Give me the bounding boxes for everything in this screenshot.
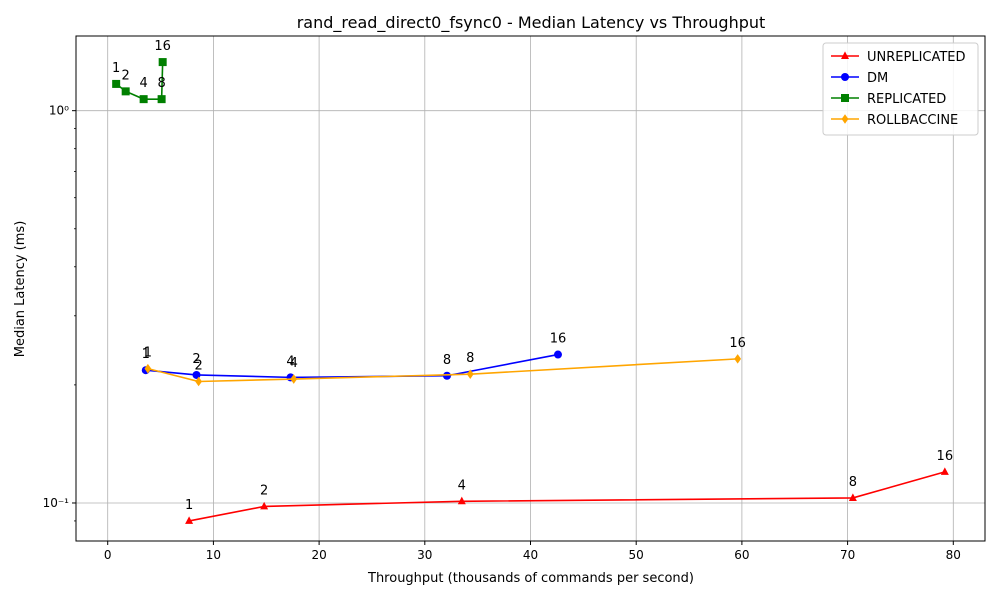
point-label: 4 <box>290 356 298 371</box>
data-point <box>121 87 130 96</box>
point-label: 16 <box>937 449 954 464</box>
legend-marker <box>841 73 849 81</box>
data-point <box>940 467 949 475</box>
x-tick-label: 0 <box>104 548 112 562</box>
x-tick-label: 10 <box>206 548 221 562</box>
series-replicated: 1 24 8 16 <box>112 39 171 104</box>
data-point <box>185 516 194 524</box>
legend-label: REPLICATED <box>867 92 946 107</box>
data-point <box>848 493 857 501</box>
data-point <box>260 501 269 510</box>
point-label: 4 <box>458 478 466 493</box>
data-point <box>112 79 121 88</box>
y-tick-label: 10⁻¹ <box>43 496 70 510</box>
point-label: 8 <box>466 351 474 366</box>
point-label: 1 <box>142 347 150 362</box>
point-label: 16 <box>154 39 171 54</box>
legend-label: UNREPLICATED <box>867 50 966 65</box>
data-point <box>442 371 451 380</box>
x-tick-label: 30 <box>417 548 432 562</box>
data-point <box>290 374 298 384</box>
x-tick-label: 50 <box>629 548 644 562</box>
series-line <box>145 353 559 379</box>
legend-marker <box>841 114 849 124</box>
point-label: 8 <box>849 475 857 490</box>
point-label: 8 <box>443 353 451 368</box>
legend-entry: ROLLBACCINE <box>831 113 958 128</box>
point-label: 1 <box>112 61 120 76</box>
legend-entry: REPLICATED <box>831 92 946 107</box>
x-axis-label: Throughput (thousands of commands per se… <box>367 571 694 586</box>
data-point <box>144 363 152 374</box>
data-point <box>734 354 742 364</box>
legend: UNREPLICATED DM REPLICATED ROLLBACCINE <box>822 42 979 136</box>
x-tick-label: 40 <box>523 548 538 562</box>
legend-entry: UNREPLICATED <box>831 50 966 65</box>
x-tick-label: 20 <box>311 548 326 562</box>
data-point <box>139 95 148 104</box>
legend-entry: DM <box>831 71 888 86</box>
data-point <box>457 496 466 505</box>
legend-marker <box>841 94 849 102</box>
y-tick-label: 10⁰ <box>49 104 69 118</box>
point-label: 2 <box>122 68 130 83</box>
legend-label: DM <box>867 71 888 86</box>
point-label: 8 <box>157 76 165 91</box>
point-label: 16 <box>550 332 567 347</box>
grid <box>76 36 985 541</box>
point-label: 4 <box>286 354 294 369</box>
data-point <box>466 369 474 379</box>
point-label: 4 <box>140 76 148 91</box>
x-tick-label: 60 <box>734 548 749 562</box>
data-point <box>158 58 167 67</box>
data-point <box>195 376 203 387</box>
point-label: 2 <box>194 359 202 374</box>
point-label: 2 <box>260 483 268 498</box>
point-label: 1 <box>185 498 193 513</box>
x-tick-label: 80 <box>946 548 961 562</box>
data-point <box>157 95 166 104</box>
series-line <box>188 471 946 522</box>
data-point <box>553 350 562 359</box>
legend-label: ROLLBACCINE <box>867 113 958 128</box>
x-tick-label: 70 <box>840 548 855 562</box>
series-rollbaccine: 1 2 4 8 16 <box>144 336 746 387</box>
point-label: 2 <box>192 352 200 367</box>
series-dm: 1 2 4 8 16 <box>142 332 567 382</box>
legend-marker <box>841 51 849 59</box>
y-axis-label: Median Latency (ms) <box>13 221 28 358</box>
legend-box <box>822 42 979 136</box>
ticks: 0 10 20 30 40 50 60 70 80 10⁻¹ 10⁰ <box>43 104 961 562</box>
chart-title: rand_read_direct0_fsync0 - Median Latenc… <box>297 13 766 33</box>
point-label: 16 <box>729 336 746 351</box>
series-unreplicated: 1 2 4 8 16 <box>185 449 953 524</box>
point-label: 1 <box>144 346 152 361</box>
